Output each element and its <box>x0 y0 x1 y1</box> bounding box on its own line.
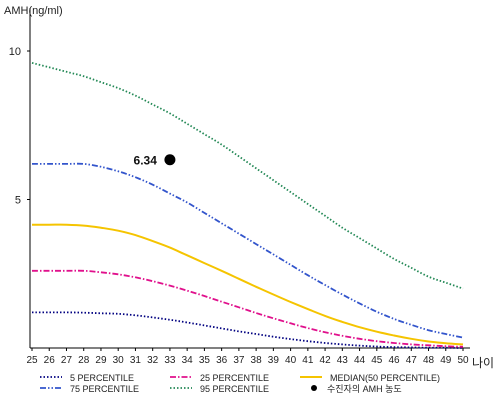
series-line-75-percentile <box>32 162 464 339</box>
x-tick-label: 39 <box>268 355 280 366</box>
x-tick-label: 42 <box>320 355 332 366</box>
x-tick-label: 45 <box>371 355 383 366</box>
legend-label-95-percentile: 95 PERCENTILE <box>200 384 269 394</box>
x-tick-label: 34 <box>182 355 194 366</box>
x-tick-label: 25 <box>26 355 38 366</box>
x-axis-label: 나이 <box>472 356 494 370</box>
x-tick-label: 46 <box>388 355 400 366</box>
x-tick-label: 50 <box>457 355 469 366</box>
x-tick-label: 36 <box>216 355 228 366</box>
x-tick-label: 33 <box>164 355 176 366</box>
y-axis-label: AMH(ng/ml) <box>4 5 63 17</box>
legend-label-75-percentile: 75 PERCENTILE <box>70 384 139 394</box>
x-tick-label: 37 <box>233 355 245 366</box>
x-tick-label: 30 <box>113 355 125 366</box>
x-tick-label: 29 <box>95 355 107 366</box>
patient-point-label: 6.34 <box>134 154 158 168</box>
x-tick-label: 48 <box>423 355 435 366</box>
y-tick-label: 10 <box>9 46 21 58</box>
x-tick-label: 44 <box>354 355 366 366</box>
x-tick-label: 31 <box>130 355 142 366</box>
x-tick-label: 49 <box>440 355 452 366</box>
legend-label-5-percentile: 5 PERCENTILE <box>70 373 134 383</box>
x-tick-label: 38 <box>251 355 263 366</box>
legend-swatch-patient-point <box>311 385 317 391</box>
series-line-median-50-percentile <box>32 223 464 346</box>
legend-label-25-percentile: 25 PERCENTILE <box>200 373 269 383</box>
y-tick-label: 5 <box>15 195 21 207</box>
x-tick-label: 41 <box>302 355 314 366</box>
patient-point <box>164 154 176 166</box>
x-tick-label: 26 <box>44 355 56 366</box>
legend: 5 PERCENTILE 25 PERCENTILE MEDIAN(50 PERCE… <box>40 373 440 394</box>
x-tick-label: 32 <box>147 355 159 366</box>
x-tick-label: 35 <box>199 355 211 366</box>
series-line-95-percentile <box>31 62 464 290</box>
legend-label-patient-point: 수진자의 AMH 농도 <box>327 384 402 394</box>
legend-label-median-50-percentile: MEDIAN(50 PERCENTILE) <box>330 373 440 383</box>
x-tick-label: 27 <box>61 355 73 366</box>
x-tick-label: 40 <box>285 355 297 366</box>
series-line-25-percentile <box>31 269 464 348</box>
x-tick-label: 28 <box>78 355 90 366</box>
series-line-5-percentile <box>32 311 464 349</box>
plot-area: AMH(ng/ml) 5 10 25 26 27 28 29 30 31 32 33 34 35 36 37 3… <box>4 5 494 370</box>
x-tick-label: 43 <box>337 355 349 366</box>
x-tick-label: 47 <box>406 355 418 366</box>
